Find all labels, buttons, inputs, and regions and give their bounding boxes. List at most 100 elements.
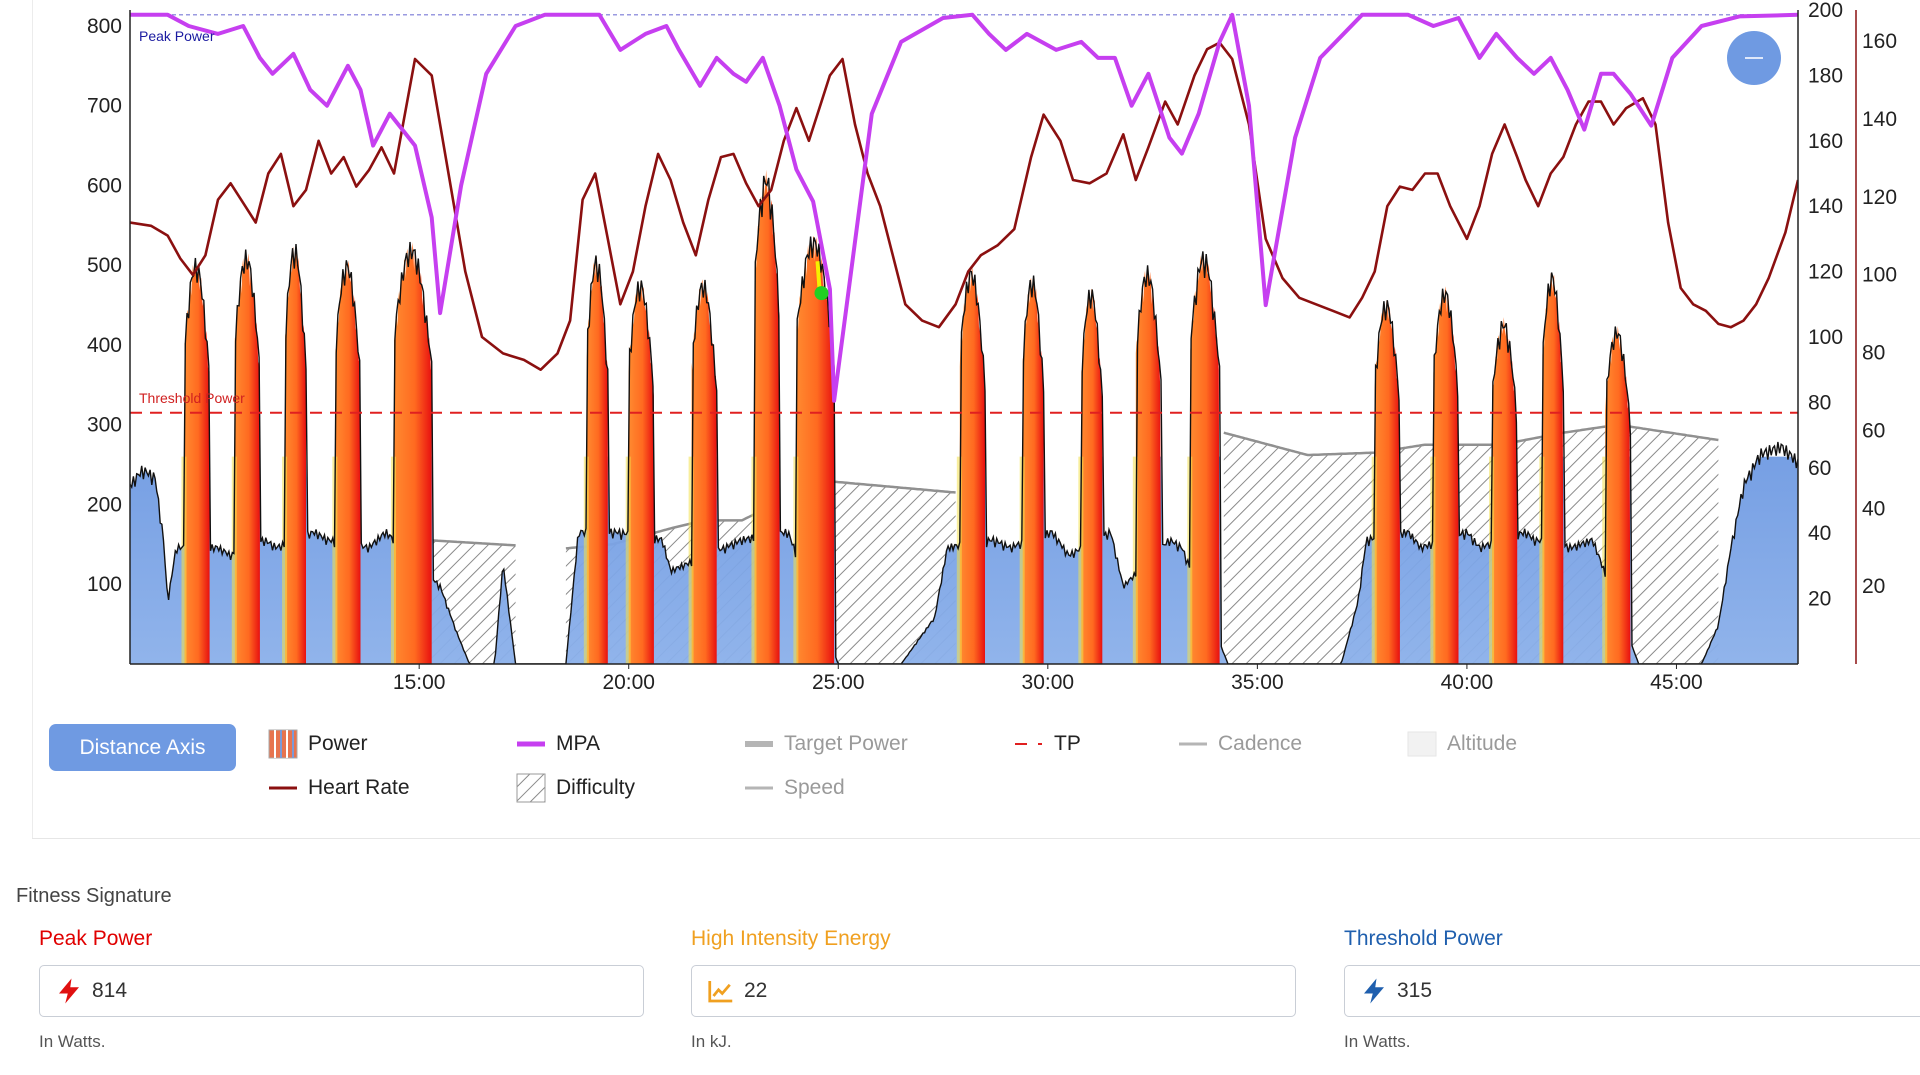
power-transition-band [231,456,237,664]
right-axis-2-tick-label: 40 [1862,497,1885,520]
power-transition-band [1489,456,1495,664]
high-intensity-energy-label: High Intensity Energy [691,927,891,950]
trend-chart-icon [708,981,733,1003]
mpa-line-icon [517,741,545,747]
legend-target-power[interactable]: Target Power [744,729,908,759]
power-interval-bar [1022,275,1044,664]
threshold-power-annotation: Threshold Power [139,390,245,406]
power-interval-bar [1492,317,1518,664]
legend-cadence[interactable]: Cadence [1178,729,1302,759]
power-interval-bar [796,236,835,664]
power-transition-band [583,456,589,664]
x-axis-tick-label: 25:00 [812,671,865,694]
x-axis-tick-label: 45:00 [1650,671,1703,694]
peak-power-label: Peak Power [39,927,153,950]
left-axis-tick-label: 500 [87,254,122,277]
power-interval-bar [586,255,608,664]
altitude-swatch-icon [1407,731,1437,757]
power-transition-band [181,456,187,664]
right-axis-1-tick-label: 160 [1808,130,1843,153]
left-axis-tick-label: 800 [87,15,122,38]
minus-icon [1745,57,1763,59]
power-interval-bar [1433,286,1459,664]
x-axis-tick-label: 30:00 [1022,671,1075,694]
power-transition-band [625,456,631,664]
current-position-marker[interactable] [814,286,829,301]
right-axis-1-tick-label: 40 [1808,522,1831,545]
legend-tp-label: TP [1054,732,1081,755]
power-interval-bar [394,242,432,664]
legend-difficulty-label: Difficulty [556,776,635,799]
section-divider [32,838,1920,839]
legend-heart-rate[interactable]: Heart Rate [268,773,410,803]
power-chart: Peak Power Threshold Power 100 200 300 400 50… [87,0,1897,694]
power-interval-bar [335,260,361,664]
power-interval-bar [285,244,306,664]
right-axis-2-tick-label: 80 [1862,342,1885,365]
right-axis-2-tick-label: 120 [1862,186,1897,209]
legend-difficulty[interactable]: Difficulty [516,773,635,803]
power-interval-bar [1542,272,1564,664]
difficulty-line [1223,423,1719,457]
power-transition-band [793,456,799,664]
power-transition-band [1019,456,1025,664]
speed-line-icon [745,786,773,790]
power-transition-band [751,456,757,664]
power-interval-bar [1135,265,1161,664]
high-intensity-energy-value: 22 [744,979,768,1002]
right-axis-2-tick-label: 160 [1862,30,1897,53]
legend-speed[interactable]: Speed [744,773,845,803]
x-axis-tick-label: 20:00 [602,671,655,694]
left-axis-tick-label: 200 [87,493,122,516]
power-transition-band [1371,456,1377,664]
peak-power-annotation: Peak Power [139,28,215,44]
left-axis-tick-label: 300 [87,414,122,437]
legend-mpa[interactable]: MPA [516,729,600,759]
power-interval-bar [184,258,210,664]
peak-power-unit: In Watts. [39,1032,106,1051]
peak-power-field[interactable]: 814 [39,965,644,1017]
left-axis-tick-label: 600 [87,174,122,197]
power-interval-bar [234,249,260,664]
power-transition-band [1539,456,1545,664]
power-transition-band [282,456,288,664]
right-axis-1-tick-label: 120 [1808,261,1843,284]
power-interval-bar [628,280,654,664]
mpa-line [130,12,1798,403]
heart-rate-line [130,41,1798,371]
threshold-power-label: Threshold Power [1344,927,1503,950]
high-intensity-energy-field[interactable]: 22 [691,965,1296,1017]
right-axis-1-tick-label: 140 [1808,195,1843,218]
left-axis-tick-label: 100 [87,573,122,596]
difficulty-line [821,479,956,494]
legend-altitude-label: Altitude [1447,732,1518,755]
power-interval-bar [959,267,985,664]
right-axis-2-tick-label: 100 [1862,264,1897,287]
left-axis-tick-label: 400 [87,334,122,357]
legend-cadence-label: Cadence [1218,732,1303,755]
legend-tp[interactable]: TP [1014,729,1081,759]
legend-heart-rate-label: Heart Rate [308,776,410,799]
power-transition-band [391,456,397,664]
bolt-icon [1364,978,1384,1004]
collapse-button[interactable] [1727,31,1781,85]
right-axis-2-tick-label: 140 [1862,108,1897,131]
power-transition-band [1078,456,1084,664]
x-axis-tick-label: 40:00 [1441,671,1494,694]
power-transition-band [956,456,962,664]
right-axis-1-tick-label: 200 [1808,0,1843,22]
left-axis-tick-label: 700 [87,95,122,118]
legend-power[interactable]: Power [268,729,368,759]
difficulty-hatch-icon [516,773,546,803]
legend-target-power-label: Target Power [784,732,908,755]
legend-mpa-label: MPA [556,732,600,755]
legend-altitude[interactable]: Altitude [1407,729,1517,759]
threshold-power-field[interactable]: 315 [1344,965,1920,1017]
legend-speed-label: Speed [784,776,845,799]
threshold-power-value: 315 [1397,979,1433,1002]
tp-dashed-line-icon [1015,743,1042,745]
cadence-line-icon [1179,742,1207,746]
current-position-flag [815,261,822,290]
right-axis-1-tick-label: 80 [1808,391,1831,414]
distance-axis-button[interactable]: Distance Axis [49,724,236,771]
